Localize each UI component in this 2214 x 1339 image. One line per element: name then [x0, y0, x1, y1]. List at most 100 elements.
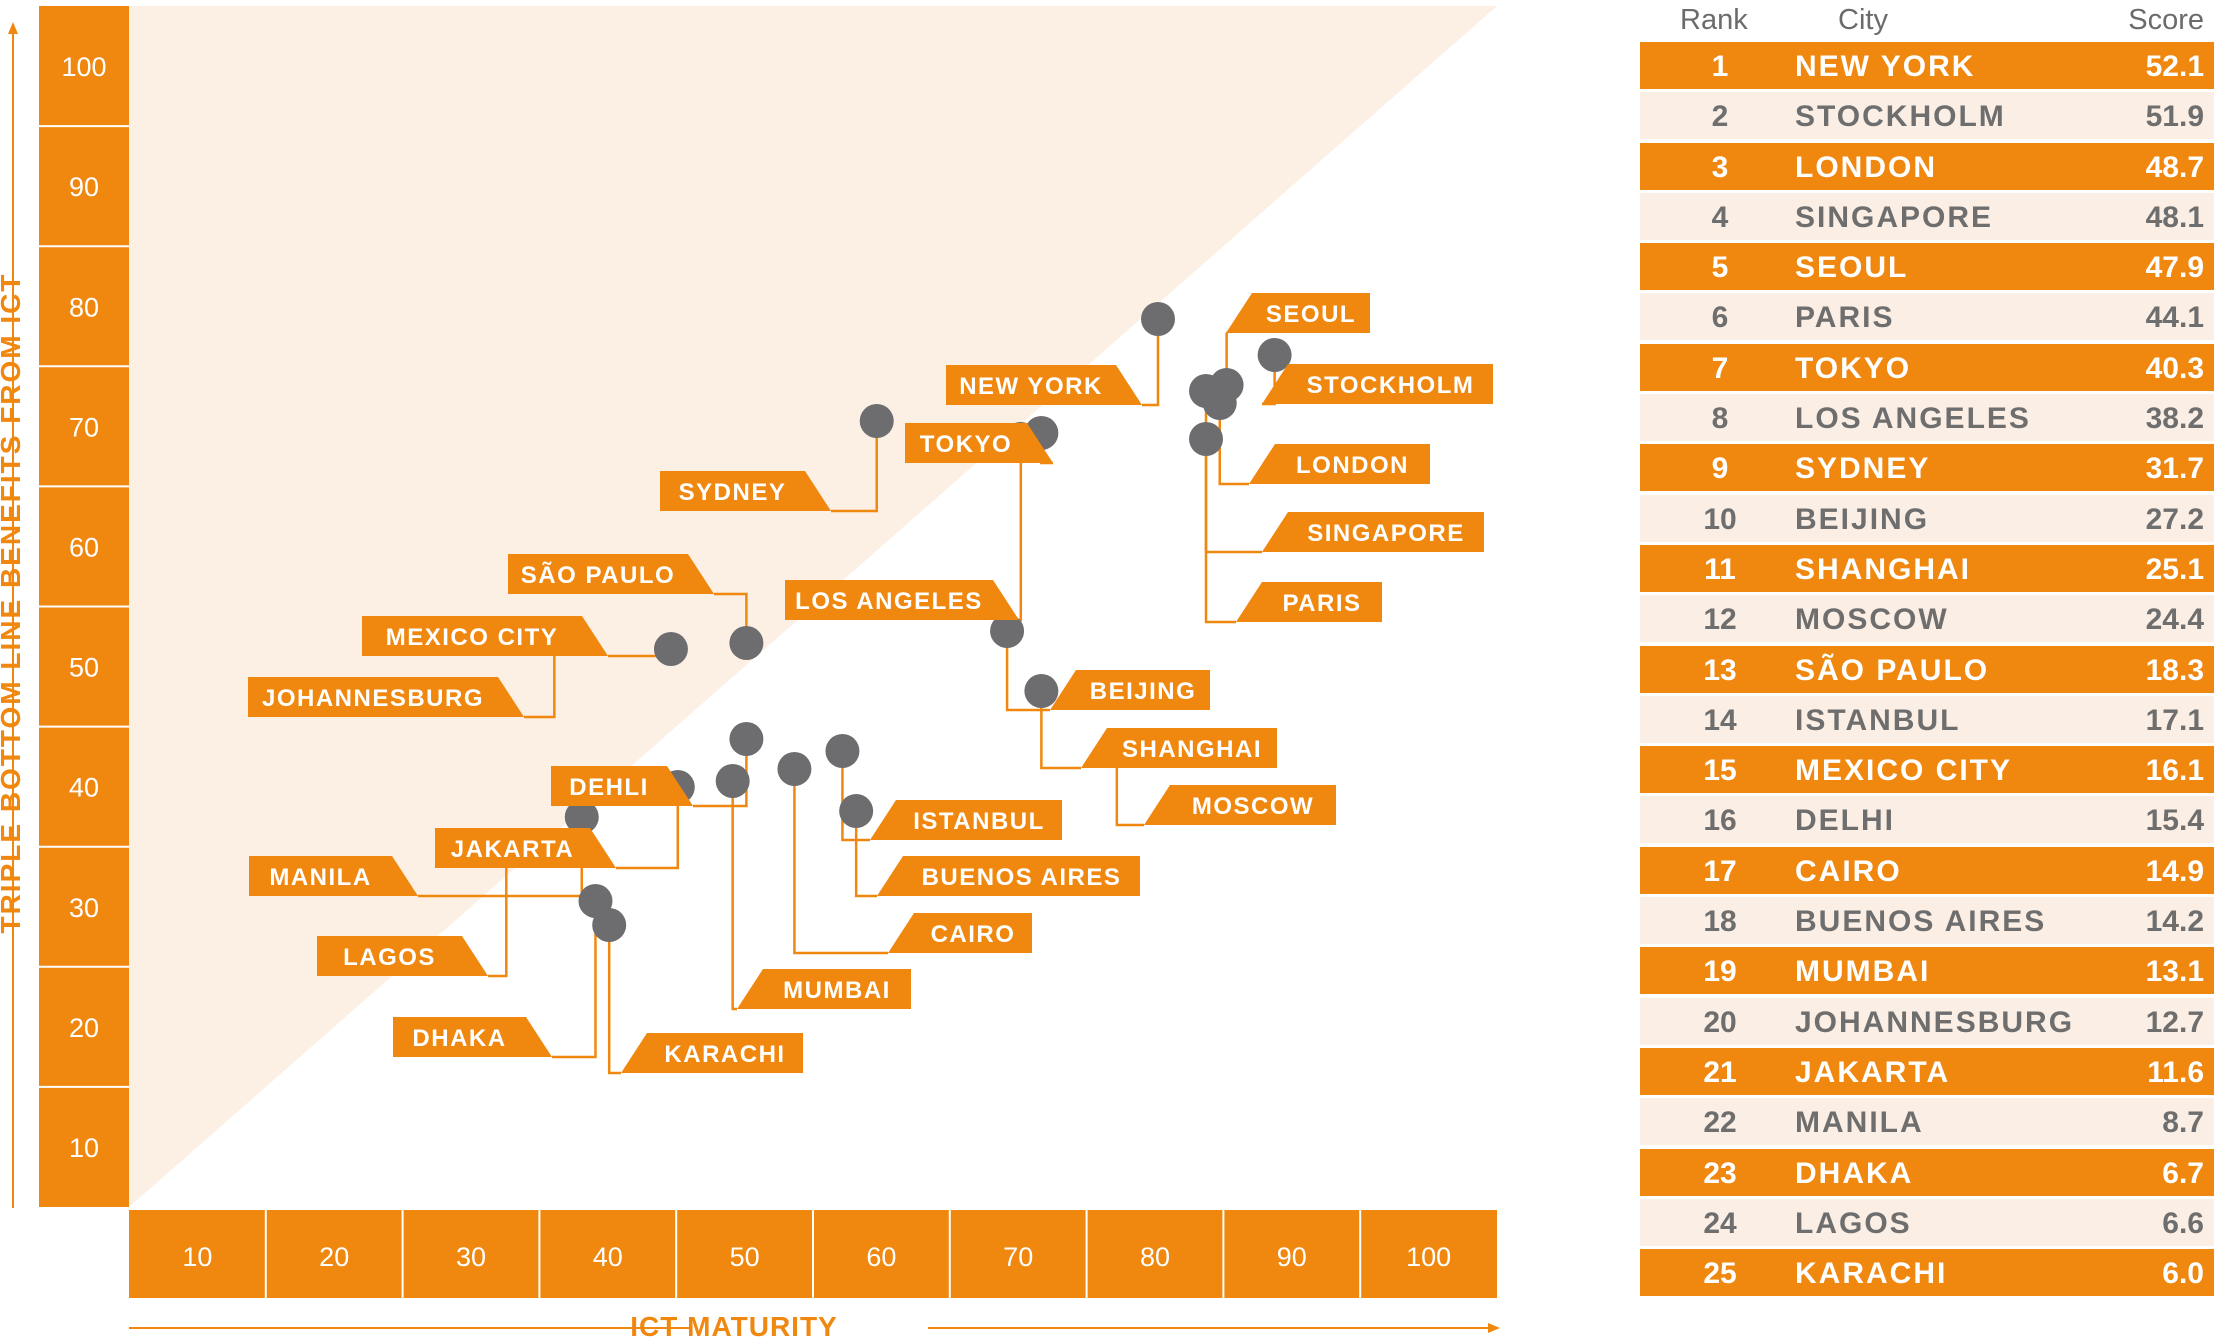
cell-rank: 2 [1711, 100, 1729, 134]
table-row: 5 SEOUL 47.9 [1640, 243, 2214, 291]
cell-rank: 7 [1711, 351, 1729, 385]
cell-city: STOCKHOLM [1795, 100, 2006, 134]
cell-rank: 6 [1711, 301, 1729, 335]
city-label-text: DHAKA [412, 1025, 506, 1052]
cell-rank: 11 [1704, 552, 1736, 586]
cell-rank: 12 [1703, 603, 1737, 637]
cell-score: 51.9 [2145, 100, 2204, 134]
city-label-text: DEHLI [569, 774, 649, 801]
city-label-text: SEOUL [1266, 301, 1356, 328]
city-label-text: LAGOS [343, 944, 436, 971]
cell-score: 17.1 [2145, 703, 2204, 737]
callout-line [831, 421, 878, 513]
callout-line [552, 901, 597, 1059]
cell-city: KARACHI [1795, 1257, 1948, 1291]
city-label-box [946, 365, 1142, 405]
cell-city: JAKARTA [1795, 1055, 1951, 1089]
city-label-box [1262, 364, 1493, 404]
cell-city: TOKYO [1795, 351, 1912, 385]
cell-score: 6.7 [2162, 1156, 2204, 1190]
table-row: 23 DHAKA 6.7 [1640, 1148, 2214, 1196]
x-axis: 10 20 30 40 50 60 70 80 90 100 [129, 1210, 1500, 1333]
table-row: 6 PARIS 44.1 [1640, 293, 2214, 341]
cell-rank: 21 [1703, 1055, 1737, 1089]
cell-city: DHAKA [1795, 1156, 1914, 1190]
table-row: 16 DELHI 15.4 [1640, 796, 2214, 844]
cell-rank: 24 [1703, 1206, 1737, 1240]
y-tick-label: 60 [69, 532, 99, 562]
cell-rank: 18 [1703, 905, 1737, 939]
cell-score: 12.7 [2145, 1005, 2204, 1039]
city-label-text: PARIS [1282, 590, 1361, 617]
city-point [653, 632, 688, 666]
callout-line [731, 781, 737, 1011]
table-row: 22 MANILA 8.7 [1640, 1098, 2214, 1146]
y-tick-label: 90 [69, 172, 99, 202]
city-label-text: SÃO PAULO [521, 561, 675, 589]
table-row: 2 STOCKHOLM 51.9 [1640, 92, 2214, 140]
city-label-box [737, 969, 911, 1009]
callout-line [693, 739, 748, 808]
city-label-box [551, 766, 693, 806]
table-row: 1 NEW YORK 52.1 [1640, 42, 2214, 89]
city-label-box [249, 856, 418, 896]
cell-score: 6.6 [2162, 1206, 2204, 1240]
city-label-text: SYDNEY [679, 479, 787, 506]
cell-city: LOS ANGELES [1795, 402, 2031, 436]
x-tick-label: 20 [319, 1242, 349, 1272]
city-label-text: JOHANNESBURG [262, 685, 484, 712]
header-city: City [1838, 4, 1888, 36]
cell-score: 14.2 [2145, 905, 2204, 939]
y-tick-label: 40 [69, 773, 99, 803]
x-axis-arrowhead [1488, 1323, 1500, 1333]
cell-city: JOHANNESBURG [1795, 1005, 2075, 1039]
table-body: 1 NEW YORK 52.1 2 STOCKHOLM 51.9 3 LONDON 48.7 4 S… [1640, 42, 2214, 1297]
cell-city: MOSCOW [1795, 603, 1949, 637]
cell-city: ISTANBUL [1795, 703, 1961, 737]
city-label-box [435, 828, 616, 868]
city-point [729, 626, 764, 660]
table-row: 21 JAKARTA 11.6 [1640, 1047, 2214, 1095]
city-point [592, 908, 627, 942]
city-label-box [660, 471, 831, 511]
x-tick-label: 100 [1406, 1242, 1451, 1272]
table-row: 10 BEIJING 27.2 [1640, 494, 2214, 542]
callout-line [1142, 319, 1160, 407]
callout-line [1005, 631, 1050, 712]
header-rank: Rank [1680, 4, 1748, 36]
city-label-text: JAKARTA [451, 836, 574, 863]
city-label-text: NEW YORK [959, 373, 1103, 400]
city-label-text: LOS ANGELES [795, 588, 983, 615]
cell-city: BEIJING [1795, 502, 1930, 536]
cell-score: 24.4 [2145, 603, 2204, 637]
cell-city: BUENOS AIRES [1795, 905, 2047, 939]
city-label-box [1226, 293, 1370, 333]
callout-line [1115, 745, 1144, 827]
cell-rank: 25 [1703, 1257, 1737, 1291]
table-row: 14 ISTANBUL 17.1 [1640, 695, 2214, 743]
x-tick-label: 90 [1277, 1242, 1307, 1272]
city-label-text: MANILA [269, 864, 371, 891]
cell-score: 44.1 [2145, 301, 2204, 335]
city-point [777, 752, 812, 786]
city-point [839, 794, 874, 828]
city-point [564, 800, 599, 834]
city-label-box [870, 800, 1062, 840]
x-tick-label: 60 [866, 1242, 896, 1272]
x-tick-label: 70 [1003, 1242, 1033, 1272]
cell-score: 52.1 [2145, 50, 2204, 83]
city-point [1189, 374, 1224, 408]
city-label-box [1249, 444, 1430, 484]
cell-city: DELHI [1795, 804, 1895, 838]
cell-score: 38.2 [2145, 402, 2204, 436]
cell-city: MUMBAI [1795, 955, 1931, 989]
city-label-text: KARACHI [664, 1041, 785, 1068]
y-tick-label: 50 [69, 653, 99, 683]
city-label-text: LONDON [1296, 452, 1409, 479]
cell-rank: 5 [1711, 251, 1729, 285]
y-tick-label: 80 [69, 292, 99, 322]
callout-line [616, 787, 680, 870]
cell-city: PARIS [1795, 301, 1895, 335]
callout-line [1204, 439, 1236, 624]
cell-city: LONDON [1795, 150, 1937, 184]
